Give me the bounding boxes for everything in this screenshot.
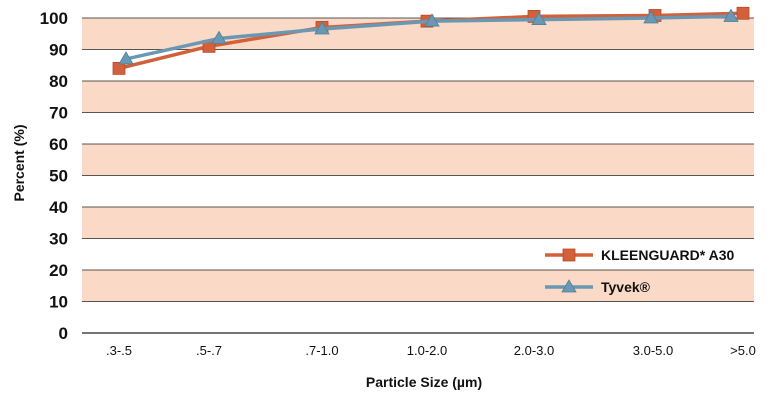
y-tick-label: 0 [59,324,68,343]
legend-label: Tyvek® [601,279,651,295]
data-point [531,11,547,25]
x-tick-label: .5-.7 [196,343,222,358]
gridlines [82,17,754,334]
band-50-60 [82,144,754,176]
data-point [211,30,227,44]
y-tick-label: 100 [40,9,68,28]
y-axis-ticks: 0 10 20 30 40 50 60 70 80 90 100 [40,9,68,343]
x-axis-title: Particle Size (µm) [366,374,482,390]
data-point [424,13,440,27]
data-point [112,62,126,75]
x-tick-label: .3-.5 [106,343,132,358]
x-tick-label: 1.0-2.0 [407,343,447,358]
legend-item: KLEENGUARD* A30 [545,247,734,263]
band-70-80 [82,81,754,113]
y-tick-label: 20 [49,261,68,280]
y-tick-label: 40 [49,198,68,217]
y-axis-title: Percent (%) [11,124,27,201]
x-axis-ticks: .3-.5 .5-.7 .7-1.0 1.0-2.0 2.0-3.0 3.0-5.0 >5.… [106,343,756,358]
y-tick-label: 90 [49,41,68,60]
y-tick-label: 70 [49,104,68,123]
y-tick-label: 50 [49,167,68,186]
y-tick-label: 80 [49,72,68,91]
x-tick-label: 3.0-5.0 [633,343,673,358]
x-tick-label: 2.0-3.0 [514,343,554,358]
data-point [736,6,750,20]
legend: KLEENGUARD* A30 Tyvek® [545,247,734,295]
series-2 [118,8,739,65]
data-point [643,10,659,24]
data-point [723,8,739,22]
y-tick-label: 10 [49,293,68,312]
band-10-20 [82,270,754,302]
legend-marker [561,279,577,293]
x-tick-label: .7-1.0 [305,343,338,358]
series-layer [112,6,750,75]
x-tick-label: >5.0 [730,343,756,358]
data-point [118,51,134,65]
y-tick-label: 30 [49,230,68,249]
legend-item: Tyvek® [545,279,651,295]
legend-marker [562,248,576,262]
legend-label: KLEENGUARD* A30 [601,247,734,263]
y-tick-label: 60 [49,135,68,154]
band-30-40 [82,207,754,239]
data-point [314,21,330,35]
